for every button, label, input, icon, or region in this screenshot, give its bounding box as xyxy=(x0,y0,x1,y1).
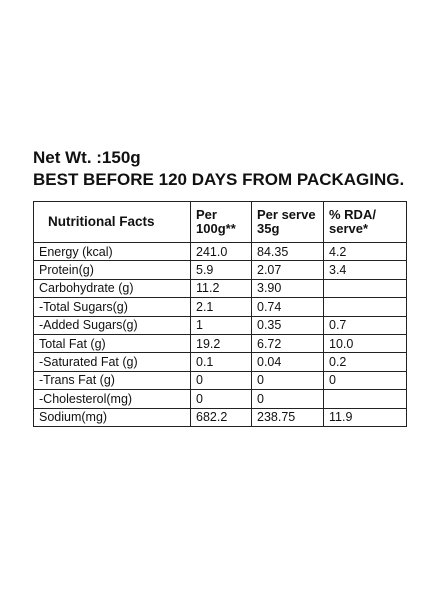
per-serve-value: 2.07 xyxy=(251,260,324,280)
rda-value: 0 xyxy=(323,370,407,391)
per-100g-value: 5.9 xyxy=(190,260,252,280)
table-row: Carbohydrate (g) 11.2 3.90 xyxy=(33,278,407,299)
table-header-row: Nutritional Facts Per 100g** Per serve 3… xyxy=(33,201,407,243)
per-100g-value: 682.2 xyxy=(190,407,252,427)
net-weight: Net Wt. :150g xyxy=(33,148,141,167)
table-row: -Trans Fat (g) 0 0 0 xyxy=(33,370,407,391)
per-serve-value: 84.35 xyxy=(251,241,324,262)
per-serve-value: 0.74 xyxy=(251,297,324,317)
nutrient-name: -Total Sugars(g) xyxy=(33,297,191,317)
per-100g-value: 0 xyxy=(190,370,252,391)
rda-value xyxy=(323,389,407,409)
header-per-100g: Per 100g** xyxy=(190,201,252,243)
per-serve-value: 0 xyxy=(251,389,324,409)
header-per-serve: Per serve 35g xyxy=(251,201,324,243)
nutrition-table: Nutritional Facts Per 100g** Per serve 3… xyxy=(33,201,407,427)
per-serve-value: 238.75 xyxy=(251,407,324,427)
table-row: -Added Sugars(g) 1 0.35 0.7 xyxy=(33,315,407,335)
per-100g-value: 11.2 xyxy=(190,278,252,299)
nutrient-name: Sodium(mg) xyxy=(33,407,191,427)
per-100g-value: 19.2 xyxy=(190,333,252,354)
per-serve-value: 0 xyxy=(251,370,324,391)
nutrient-name: Protein(g) xyxy=(33,260,191,280)
rda-value xyxy=(323,278,407,299)
per-serve-value: 6.72 xyxy=(251,333,324,354)
table-row: -Total Sugars(g) 2.1 0.74 xyxy=(33,297,407,317)
per-100g-value: 0 xyxy=(190,389,252,409)
per-serve-value: 0.04 xyxy=(251,352,324,372)
per-serve-value: 3.90 xyxy=(251,278,324,299)
table-row: -Cholesterol(mg) 0 0 xyxy=(33,389,407,409)
rda-value: 4.2 xyxy=(323,241,407,262)
table-row: Total Fat (g) 19.2 6.72 10.0 xyxy=(33,333,407,354)
nutrient-name: Total Fat (g) xyxy=(33,333,191,354)
nutrient-name: -Trans Fat (g) xyxy=(33,370,191,391)
per-serve-value: 0.35 xyxy=(251,315,324,335)
nutrient-name: -Saturated Fat (g) xyxy=(33,352,191,372)
rda-value: 3.4 xyxy=(323,260,407,280)
best-before-notice: BEST BEFORE 120 DAYS FROM PACKAGING. xyxy=(33,170,405,189)
rda-value: 11.9 xyxy=(323,407,407,427)
per-100g-value: 1 xyxy=(190,315,252,335)
table-row: Sodium(mg) 682.2 238.75 11.9 xyxy=(33,407,407,427)
rda-value xyxy=(323,297,407,317)
per-100g-value: 0.1 xyxy=(190,352,252,372)
table-row: -Saturated Fat (g) 0.1 0.04 0.2 xyxy=(33,352,407,372)
rda-value: 0.2 xyxy=(323,352,407,372)
nutrient-name: -Added Sugars(g) xyxy=(33,315,191,335)
table-row: Energy (kcal) 241.0 84.35 4.2 xyxy=(33,241,407,262)
per-100g-value: 2.1 xyxy=(190,297,252,317)
nutrient-name: Energy (kcal) xyxy=(33,241,191,262)
header-rda: % RDA/ serve* xyxy=(323,201,407,243)
nutrient-name: -Cholesterol(mg) xyxy=(33,389,191,409)
nutrient-name: Carbohydrate (g) xyxy=(33,278,191,299)
header-nutritional-facts: Nutritional Facts xyxy=(33,201,191,243)
table-row: Protein(g) 5.9 2.07 3.4 xyxy=(33,260,407,280)
rda-value: 10.0 xyxy=(323,333,407,354)
rda-value: 0.7 xyxy=(323,315,407,335)
per-100g-value: 241.0 xyxy=(190,241,252,262)
